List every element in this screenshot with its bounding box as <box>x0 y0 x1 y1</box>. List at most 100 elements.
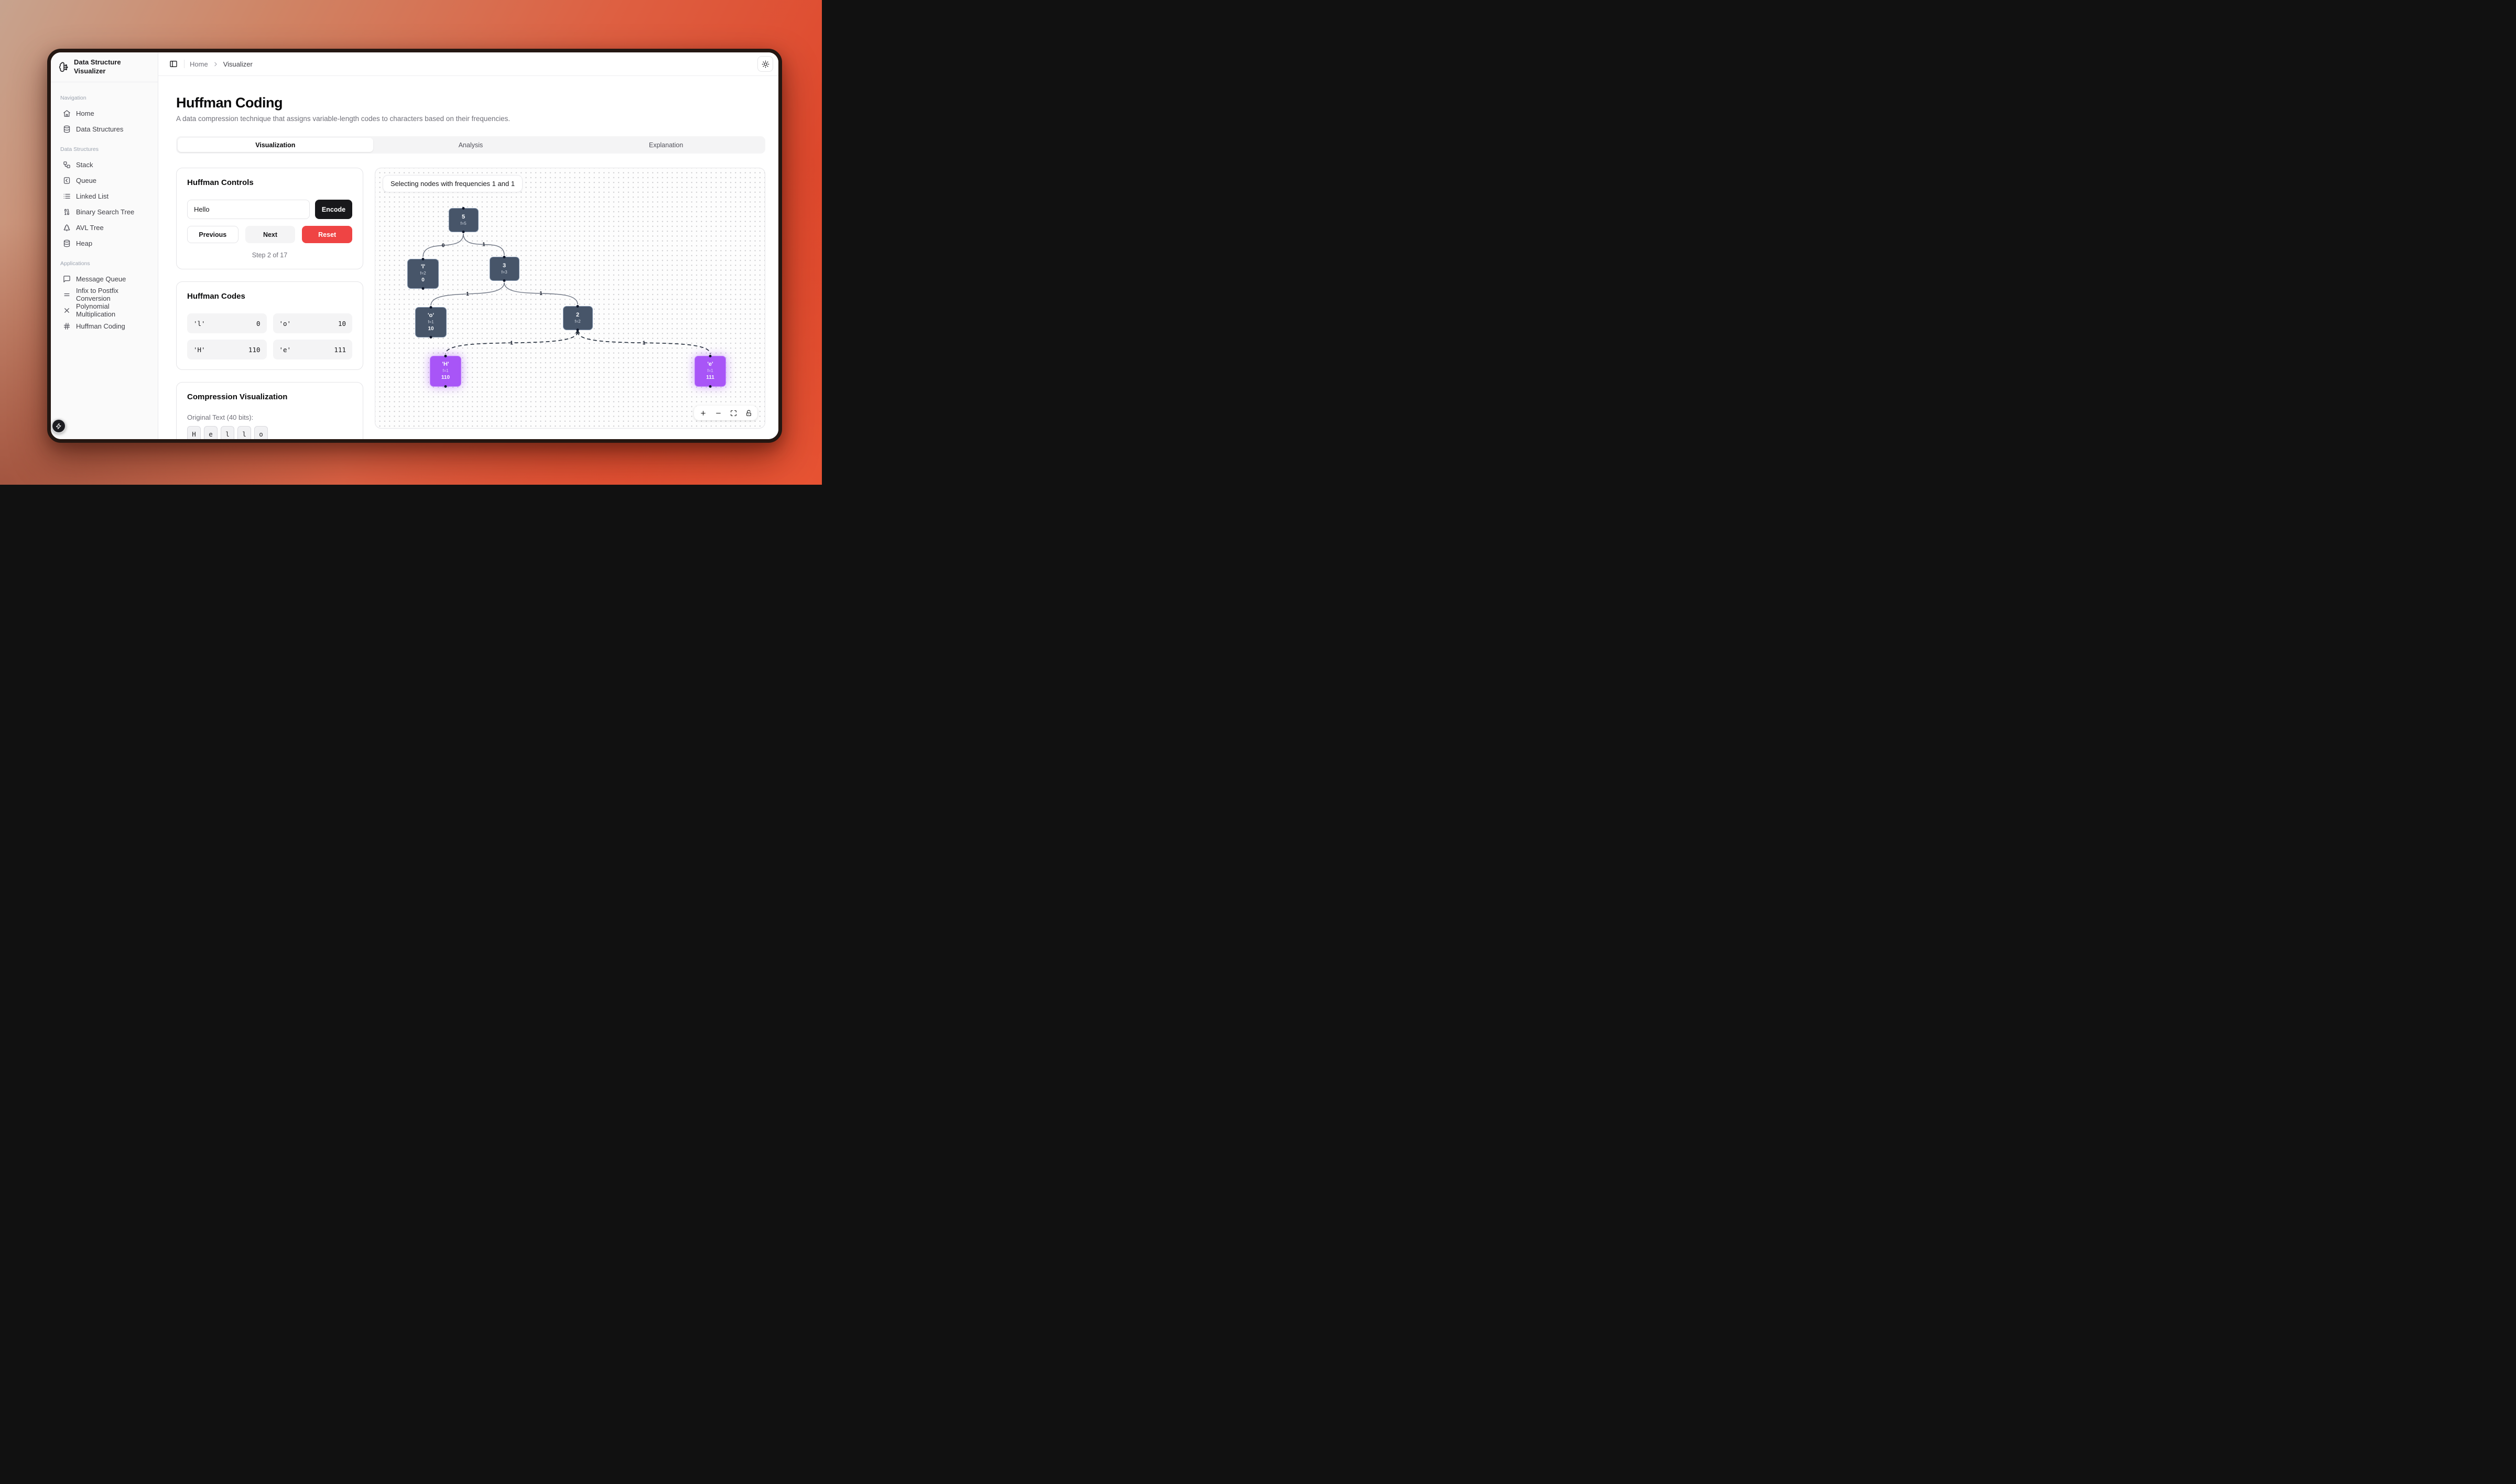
tree-edges: 0 1 1 1 1 1 <box>422 233 711 354</box>
node-label: 2 <box>576 311 580 318</box>
node-handle-top[interactable] <box>462 207 465 210</box>
controls-title: Huffman Controls <box>187 178 254 187</box>
equal-icon <box>64 293 70 296</box>
sidebar-item-linked-list[interactable]: Linked List <box>58 188 150 204</box>
tree-node-no[interactable]: 'o' f=1 10 <box>415 306 447 339</box>
desktop-background: Data Structure Visualizer Navigation Home… <box>0 0 822 485</box>
node-handle-top[interactable] <box>709 354 712 357</box>
compression-title: Compression Visualization <box>187 392 288 401</box>
node-handle-bottom[interactable] <box>462 231 465 233</box>
sun-icon <box>762 60 769 68</box>
original-text-label: Original Text (40 bits): <box>187 413 254 421</box>
toggle-interactivity-button[interactable] <box>742 407 755 419</box>
node-handle-bottom[interactable] <box>429 336 432 339</box>
node-frequency: f=1 <box>707 368 713 374</box>
node-handle-bottom[interactable] <box>421 287 425 290</box>
edge-label: 0 <box>442 243 445 248</box>
original-char-chip: o <box>254 426 268 439</box>
node-label: 'H' <box>442 361 449 368</box>
node-handle-top[interactable] <box>429 306 432 309</box>
code-chip-h: 'H' 110 <box>187 340 267 359</box>
edge-label: 1 <box>482 242 485 248</box>
reset-button[interactable]: Reset <box>302 226 353 243</box>
topbar: Home Visualizer <box>158 52 778 76</box>
huffman-tree-canvas[interactable]: Selecting nodes with frequencies 1 and 1… <box>375 168 765 429</box>
sidebar-section-label: Data Structures <box>60 146 99 152</box>
node-handle-top[interactable] <box>421 257 425 260</box>
tree-node-ne[interactable]: 'e' f=1 111 <box>695 354 726 388</box>
code-char: 'H' <box>193 345 205 354</box>
sidebar-item-stack[interactable]: Stack <box>58 157 150 172</box>
sidebar-item-heap[interactable]: Heap <box>58 235 150 251</box>
huffman-codes-card: Huffman Codes 'l' 0 'o' 10 'H' 110 'e' 111 <box>176 281 363 370</box>
sidebar-item-avl-tree[interactable]: AVL Tree <box>58 220 150 235</box>
node-handle-bottom[interactable] <box>444 385 447 388</box>
node-handle-top[interactable] <box>576 305 579 308</box>
page-subtitle: A data compression technique that assign… <box>176 115 511 123</box>
edge-n5-nl <box>422 233 464 257</box>
tree-node-nH[interactable]: 'H' f=1 110 <box>430 354 461 388</box>
list-icon <box>63 193 70 199</box>
tree-pine-icon <box>63 224 70 231</box>
node-handle-bottom[interactable] <box>709 385 712 388</box>
edge-label: 1 <box>466 291 469 297</box>
sidebar-item-queue[interactable]: Queue <box>58 172 150 188</box>
theme-toggle-button[interactable] <box>757 56 773 72</box>
tree-node-n5[interactable]: 5 f=5 <box>448 207 479 233</box>
panel-left-icon <box>170 61 177 67</box>
next-button[interactable]: Next <box>245 226 296 243</box>
sidebar-item-label: Binary Search Tree <box>76 208 135 216</box>
edge-n2-ne <box>575 330 711 354</box>
original-char-chip: l <box>221 426 234 439</box>
code-chip-l: 'l' 0 <box>187 313 267 333</box>
codes-title: Huffman Codes <box>187 292 245 301</box>
sidebar-item-polynomial-multiplication[interactable]: Polynomial Multiplication <box>58 302 150 318</box>
edge-label: 1 <box>510 340 513 346</box>
sidebar-item-message-queue[interactable]: Message Queue <box>58 271 150 287</box>
tree-node-n2[interactable]: 2 f=2 <box>562 305 593 331</box>
text-to-encode-input[interactable] <box>187 200 310 219</box>
tree-node-nl[interactable]: 'l' f=2 0 <box>407 257 439 290</box>
node-handle-top[interactable] <box>503 256 506 258</box>
zoom-out-button[interactable] <box>711 407 725 419</box>
code-char: 'l' <box>193 319 205 328</box>
tree-node-n3[interactable]: 3 f=3 <box>489 256 519 282</box>
sidebar-item-home[interactable]: Home <box>58 105 150 121</box>
x-icon <box>64 308 69 313</box>
sidebar-item-binary-search-tree[interactable]: Binary Search Tree <box>58 204 150 220</box>
database-icon <box>63 239 70 247</box>
node-handle-bottom[interactable] <box>576 329 579 331</box>
sidebar: Data Structure Visualizer Navigation Home… <box>51 52 158 439</box>
node-code: 0 <box>421 277 425 283</box>
zoom-in-button[interactable] <box>696 407 710 419</box>
sidebar-item-infix-to-postfix-conversion[interactable]: Infix to Postfix Conversion <box>58 287 150 302</box>
breadcrumb-home[interactable]: Home <box>190 60 208 68</box>
quick-actions-button[interactable] <box>51 419 66 433</box>
page-title: Huffman Coding <box>176 95 283 111</box>
node-handle-top[interactable] <box>444 354 447 357</box>
sidebar-item-label: AVL Tree <box>76 223 104 232</box>
node-frequency: f=1 <box>428 320 434 325</box>
code-char: 'e' <box>279 345 291 354</box>
fit-view-button[interactable] <box>726 407 740 419</box>
node-frequency: f=2 <box>420 271 426 276</box>
sidebar-item-data-structures[interactable]: Data Structures <box>58 121 150 137</box>
sidebar-item-label: Heap <box>76 239 93 247</box>
sidebar-item-huffman-coding[interactable]: Huffman Coding <box>58 318 150 334</box>
tab-visualization[interactable]: Visualization <box>178 138 373 152</box>
tab-analysis[interactable]: Analysis <box>373 138 569 152</box>
tab-explanation[interactable]: Explanation <box>568 138 764 152</box>
left-column: Huffman Controls Encode Previous Next Re… <box>176 168 363 439</box>
previous-button[interactable]: Previous <box>187 226 238 243</box>
message-square-icon <box>63 275 70 282</box>
sidebar-header: Data Structure Visualizer <box>51 52 158 82</box>
zap-icon <box>56 423 61 429</box>
sidebar-item-label: Stack <box>76 160 93 169</box>
sidebar-item-label: Infix to Postfix Conversion <box>76 287 118 302</box>
step-indicator: Step 2 of 17 <box>252 252 288 259</box>
original-char-chip: e <box>204 426 218 439</box>
encode-button[interactable]: Encode <box>315 200 352 219</box>
node-handle-bottom[interactable] <box>503 279 506 282</box>
edge-n2-nH <box>445 330 580 354</box>
sidebar-toggle-button[interactable] <box>166 57 181 71</box>
